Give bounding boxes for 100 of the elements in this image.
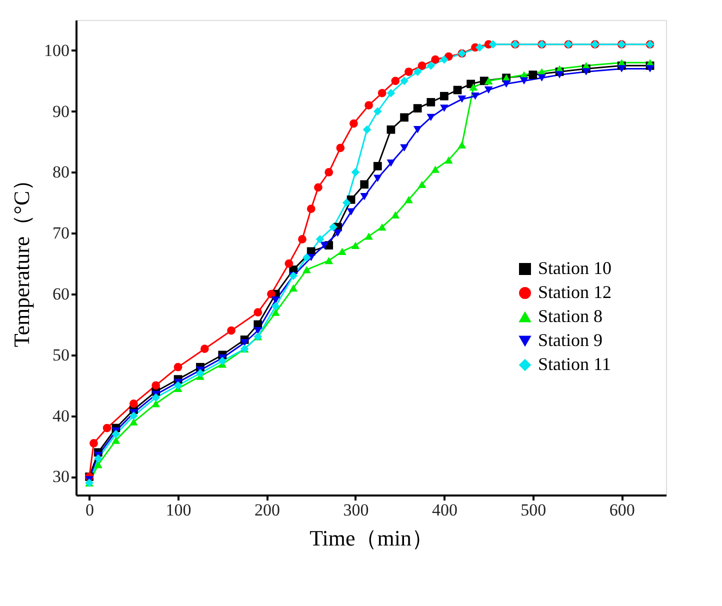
point (418, 180, 426, 188)
point (458, 141, 466, 148)
point (413, 104, 422, 112)
point (200, 344, 209, 354)
point (351, 242, 360, 249)
point (362, 125, 372, 134)
point (129, 418, 138, 426)
point (240, 339, 249, 346)
point (488, 40, 498, 49)
point (314, 183, 322, 192)
point (400, 76, 408, 86)
point (471, 92, 480, 100)
point (316, 235, 324, 244)
point (364, 232, 373, 240)
point (320, 242, 329, 249)
point (555, 71, 564, 78)
point (94, 460, 102, 468)
x-tick-label: 600 (609, 500, 635, 520)
point (329, 222, 338, 232)
point (254, 308, 262, 316)
point (646, 65, 654, 72)
point (152, 393, 160, 402)
point (112, 436, 120, 444)
point (351, 168, 360, 176)
point (112, 430, 120, 438)
point (386, 159, 396, 167)
point (444, 156, 453, 164)
point (453, 86, 462, 94)
point (386, 88, 396, 98)
point (373, 162, 382, 170)
point (413, 126, 422, 134)
point (254, 326, 262, 334)
x-tick-label: 400 (432, 500, 458, 520)
point (129, 412, 138, 420)
point (400, 113, 408, 122)
x-tick-label: 200 (254, 500, 280, 520)
point (484, 77, 493, 85)
point (342, 198, 351, 207)
point (271, 308, 280, 316)
point (360, 180, 369, 189)
point (391, 76, 400, 86)
point (469, 83, 478, 91)
point (152, 381, 160, 390)
point (302, 253, 311, 262)
point (284, 259, 294, 268)
point (617, 65, 626, 72)
point (404, 196, 413, 204)
point (431, 55, 440, 64)
point (196, 369, 204, 378)
point (413, 68, 422, 76)
point (404, 68, 413, 76)
point (90, 439, 98, 448)
point (271, 296, 280, 304)
point (391, 211, 400, 218)
point (350, 119, 358, 128)
y-tick-label: 40 (52, 406, 70, 426)
point (426, 114, 436, 122)
point (364, 101, 373, 110)
point (360, 192, 369, 200)
point (174, 381, 182, 390)
point (218, 356, 227, 366)
point (324, 168, 334, 176)
point (386, 125, 396, 134)
point (520, 77, 528, 85)
point (426, 98, 436, 106)
point (458, 96, 466, 103)
legend-label: Station 10 (538, 258, 612, 278)
point (440, 55, 448, 64)
y-tick-label: 100 (44, 40, 70, 60)
y-tick-label: 90 (52, 102, 70, 121)
point (400, 144, 408, 152)
point (431, 166, 440, 173)
point (334, 230, 342, 237)
point (484, 86, 493, 94)
x-tick-label: 0 (86, 500, 94, 520)
y-tick-label: 70 (52, 224, 70, 243)
point (336, 144, 345, 152)
point (102, 424, 112, 432)
point (373, 174, 382, 182)
point (271, 302, 280, 310)
x-tick-label: 100 (166, 500, 192, 520)
point (373, 107, 382, 116)
point (174, 362, 182, 372)
point (306, 204, 316, 213)
y-axis-title: Temperature（°C） (9, 168, 34, 348)
point (289, 284, 298, 292)
point (302, 266, 311, 274)
point (338, 248, 346, 256)
point (378, 88, 386, 98)
point (129, 399, 138, 408)
x-tick-label: 300 (343, 500, 369, 520)
point (152, 400, 160, 408)
point (538, 74, 546, 82)
point (528, 70, 538, 79)
point (378, 223, 386, 231)
point (298, 235, 306, 244)
point (94, 454, 102, 463)
y-tick-label: 50 (52, 345, 70, 364)
legend-label: Station 9 (538, 330, 603, 350)
x-axis-title: Time（min） (310, 526, 434, 550)
